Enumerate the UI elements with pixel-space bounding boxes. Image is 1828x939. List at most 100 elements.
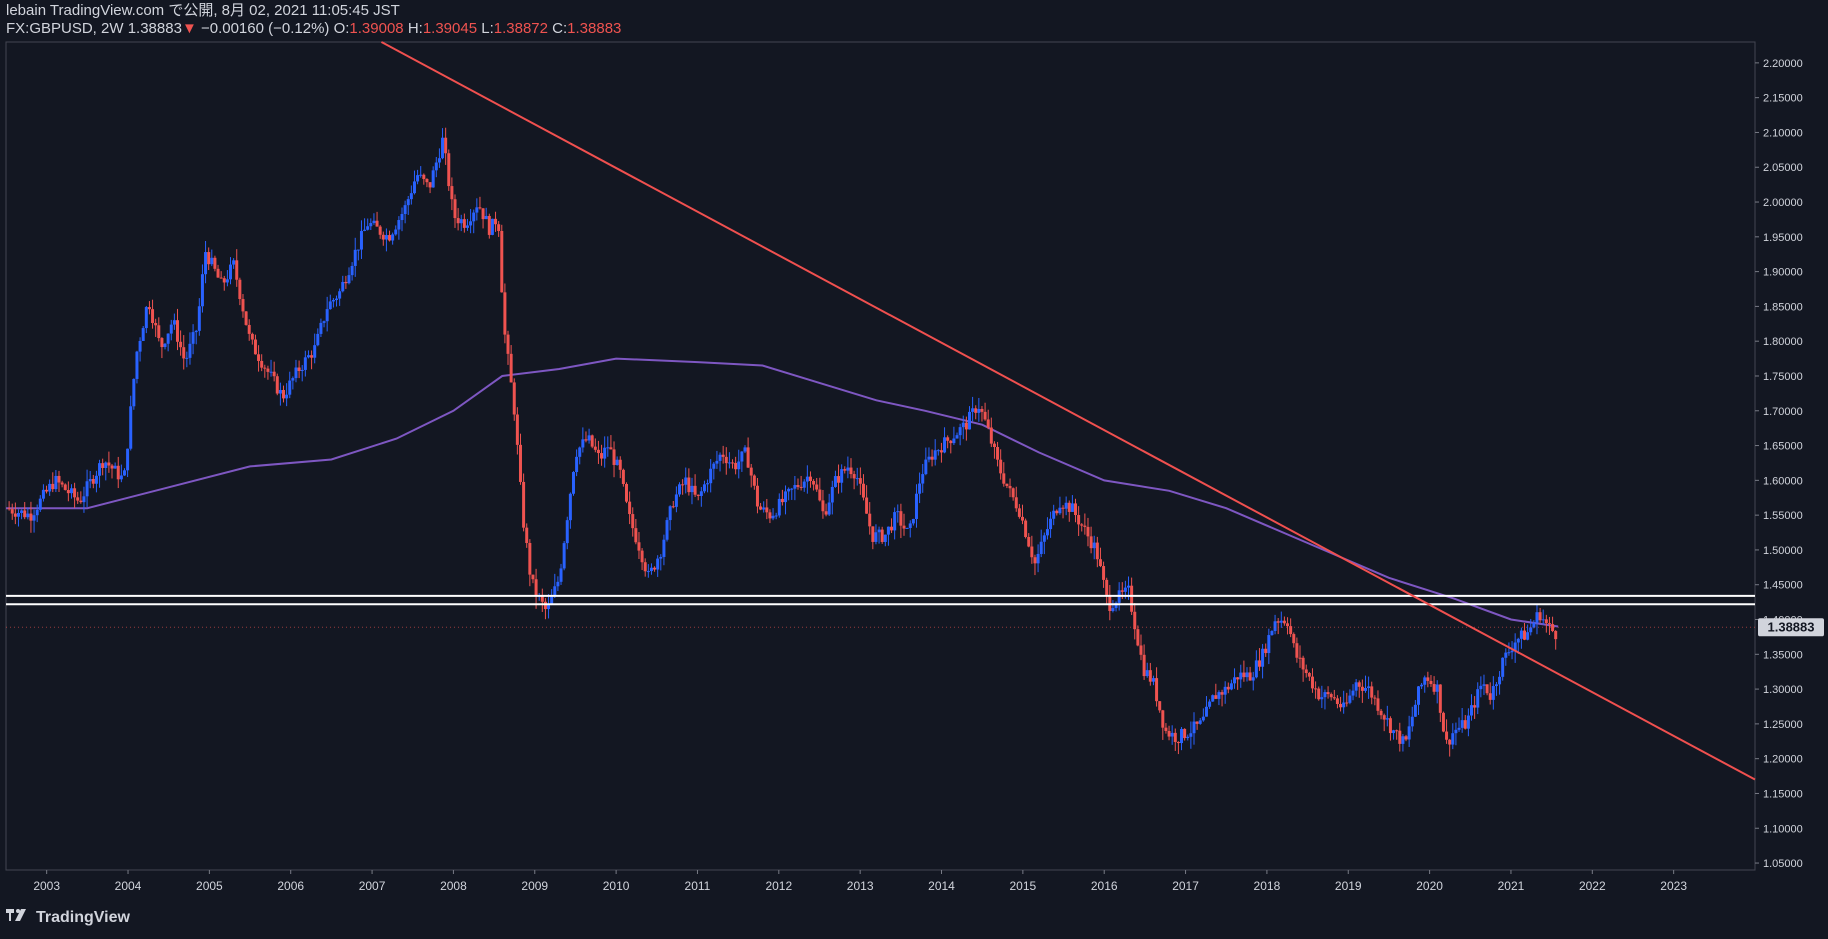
candle-body: [1074, 503, 1078, 516]
trendline[interactable]: [380, 41, 1756, 781]
candle-body: [1513, 642, 1517, 651]
candle-body: [509, 353, 513, 383]
candle-body: [266, 368, 270, 372]
candle-body: [553, 586, 557, 597]
candle-body: [1080, 524, 1084, 526]
candle-body: [774, 515, 778, 517]
candle-body: [964, 422, 968, 430]
candle-body: [163, 343, 167, 348]
candle-body: [1348, 695, 1352, 703]
candle-body: [1529, 627, 1533, 633]
candle-body: [914, 493, 918, 519]
candle-body: [547, 604, 551, 610]
candle-body: [244, 311, 248, 325]
candle-body: [250, 333, 254, 340]
candle-body: [550, 596, 554, 605]
candle-body: [693, 485, 697, 495]
candle-body: [883, 534, 887, 542]
candle-body: [1363, 688, 1367, 691]
candle-body: [1242, 672, 1246, 678]
candle-body: [41, 489, 45, 499]
x-tick-label: 2012: [765, 879, 792, 893]
candle-body: [515, 414, 519, 445]
candle-body: [1270, 631, 1274, 636]
candle-body: [740, 451, 744, 462]
candle-body: [135, 351, 139, 379]
open-value: 1.39008: [349, 20, 404, 37]
candle-body: [852, 474, 856, 479]
candle-body: [1267, 635, 1271, 654]
close-label: C:: [552, 20, 568, 37]
candle-body: [138, 340, 142, 352]
candle-body: [122, 470, 126, 476]
candle-body: [1045, 529, 1049, 536]
candle-body: [999, 459, 1003, 474]
candle-body: [949, 440, 953, 444]
candle-body: [808, 476, 812, 482]
candle-body: [291, 378, 295, 381]
candle-body: [1148, 670, 1152, 682]
candle-body: [450, 186, 454, 200]
candle-body: [731, 462, 735, 464]
x-tick-label: 2020: [1416, 879, 1443, 893]
candle-body: [927, 456, 931, 460]
candle-body: [428, 182, 432, 188]
candle-body: [575, 456, 579, 473]
y-tick-label: 1.45000: [1763, 580, 1803, 592]
candle-body: [983, 411, 987, 420]
y-tick-label: 1.35000: [1763, 649, 1803, 661]
candle-body: [63, 484, 67, 490]
candle-body: [247, 324, 251, 334]
candle-body: [1416, 686, 1420, 705]
candle-body: [1130, 585, 1134, 612]
candle-body: [1167, 730, 1171, 737]
candle-body: [397, 220, 401, 230]
candle-body: [1158, 701, 1162, 711]
candle-body: [815, 484, 819, 490]
candle-body: [1042, 535, 1046, 542]
candle-body: [621, 469, 625, 484]
candle-body: [1014, 497, 1018, 509]
candle-body: [132, 378, 136, 407]
price-axis[interactable]: 1.05000 1.10000 1.15000 1.20000 1.25000 1.300…: [1755, 58, 1803, 870]
candle-body: [38, 498, 42, 510]
candle-body: [930, 456, 934, 460]
candle-body: [285, 394, 289, 399]
candle-body: [1195, 721, 1199, 724]
candle-body: [16, 512, 20, 517]
candle-body: [154, 323, 158, 326]
y-tick-label: 1.50000: [1763, 545, 1803, 557]
time-axis[interactable]: 2003 2004 2005 2006 2007 2008 2009 2010 2011 2012…: [33, 870, 1687, 893]
candle-body: [1491, 686, 1495, 700]
candle-body: [843, 469, 847, 471]
open-label: O:: [333, 20, 350, 37]
candle-body: [29, 513, 33, 521]
candle-body: [1279, 620, 1283, 623]
publish-line: lebain TradingView.com で公開, 8月 02, 2021 …: [6, 2, 400, 19]
candle-body: [462, 219, 466, 228]
candle-body: [918, 483, 922, 494]
candle-body: [481, 208, 485, 220]
candle-body: [1326, 692, 1330, 695]
candle-body: [634, 528, 638, 543]
y-tick-label: 1.75000: [1763, 371, 1803, 383]
drawings-layer[interactable]: [6, 41, 1756, 781]
candle-body: [238, 279, 242, 300]
candle-body: [503, 292, 507, 335]
candle-body: [73, 488, 77, 498]
x-tick-label: 2011: [685, 879, 711, 893]
candle-body: [1535, 612, 1539, 623]
y-tick-label: 1.65000: [1763, 441, 1803, 453]
candle-body: [306, 355, 310, 358]
candle-body: [1289, 626, 1293, 635]
candle-body: [1476, 689, 1480, 708]
candle-body: [253, 339, 257, 355]
candle-body: [157, 325, 161, 339]
y-tick-label: 1.15000: [1763, 788, 1803, 800]
candle-body: [1145, 670, 1149, 677]
candle-body: [1229, 683, 1233, 690]
candle-body: [328, 301, 332, 310]
candle-body: [129, 406, 133, 449]
candle-body: [706, 483, 710, 485]
